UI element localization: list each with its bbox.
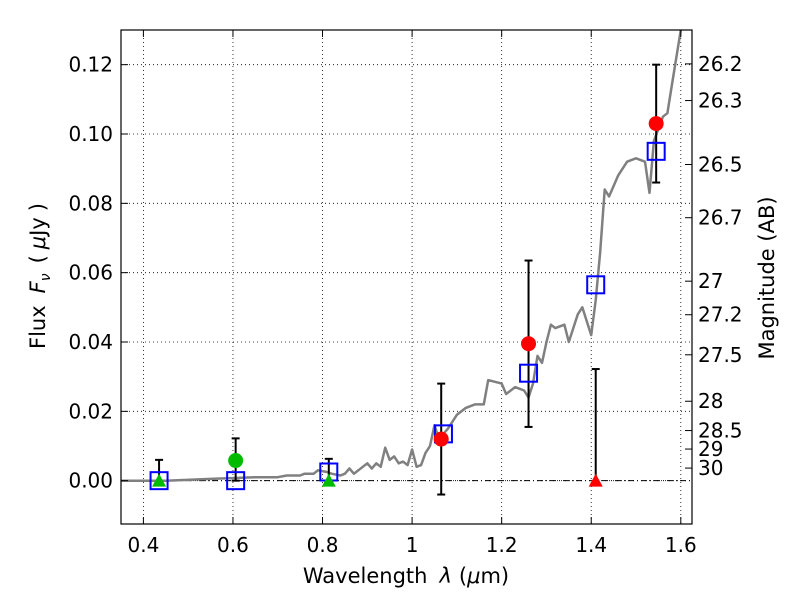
x-tick-label: 1.6 bbox=[665, 533, 697, 557]
x-tick-label: 1.4 bbox=[575, 533, 607, 557]
plot-frame bbox=[120, 29, 693, 525]
optical_limits-triangle bbox=[321, 473, 336, 487]
y-tick-label: 0.04 bbox=[68, 330, 113, 354]
x-tick-label: 0.8 bbox=[307, 533, 339, 557]
mag-tick-label: 26.2 bbox=[698, 52, 743, 76]
y-tick-label: 0.06 bbox=[68, 261, 113, 285]
model-photometry-square bbox=[226, 471, 246, 491]
y-tick-label: 0.12 bbox=[68, 53, 113, 77]
grid-lines bbox=[121, 30, 692, 524]
mag-tick-label: 27.2 bbox=[698, 303, 743, 327]
y-tick-label: 0.00 bbox=[68, 469, 113, 493]
nir_limit-triangle bbox=[588, 473, 603, 487]
x-tick-label: 0.4 bbox=[127, 533, 159, 557]
mag-tick-label: 26.3 bbox=[698, 89, 743, 113]
plot-area bbox=[121, 30, 683, 496]
y-tick-label: 0.10 bbox=[68, 122, 113, 146]
y-axis-label: FluxFν(μJy) bbox=[26, 203, 54, 349]
mag-tick-label: 26.7 bbox=[698, 206, 743, 230]
model-photometry-square bbox=[586, 275, 606, 295]
mag-tick-label: 29 bbox=[698, 437, 723, 461]
x-tick-label: 0.6 bbox=[217, 533, 249, 557]
axis-ticks: 0.4 0.6 0.8 1 1.2 1.4 1.6 0.00 0.02 0.04 0.06 0.08 0… bbox=[68, 30, 743, 557]
mag-tick-label: 27.5 bbox=[698, 343, 743, 367]
observed_nir-point bbox=[433, 431, 449, 447]
model-photometry-square bbox=[149, 471, 169, 491]
y-tick-label: 0.02 bbox=[68, 399, 113, 423]
observed_nir-point bbox=[521, 336, 537, 352]
x-tick-label: 1 bbox=[406, 533, 419, 557]
y-tick-label: 0.08 bbox=[68, 191, 113, 215]
mag-tick-label: 30 bbox=[698, 456, 723, 480]
sed-model-line bbox=[121, 30, 683, 482]
model-photometry-square bbox=[519, 363, 539, 383]
magnitude-axis-label: Magnitude (AB) bbox=[755, 196, 779, 359]
model-photometry-square bbox=[646, 141, 666, 161]
mag-tick-label: 26.5 bbox=[698, 153, 743, 177]
mag-tick-label: 28 bbox=[698, 389, 723, 413]
x-tick-label: 1.2 bbox=[486, 533, 518, 557]
mag-tick-label: 27 bbox=[698, 269, 723, 293]
optical_limits-triangle bbox=[152, 473, 167, 487]
observed_nir-point bbox=[648, 116, 664, 132]
mag-tick-label: 28.5 bbox=[698, 419, 743, 443]
x-axis-label: Wavelength λ (μm) bbox=[303, 564, 509, 588]
observed_optical-point bbox=[228, 453, 244, 469]
